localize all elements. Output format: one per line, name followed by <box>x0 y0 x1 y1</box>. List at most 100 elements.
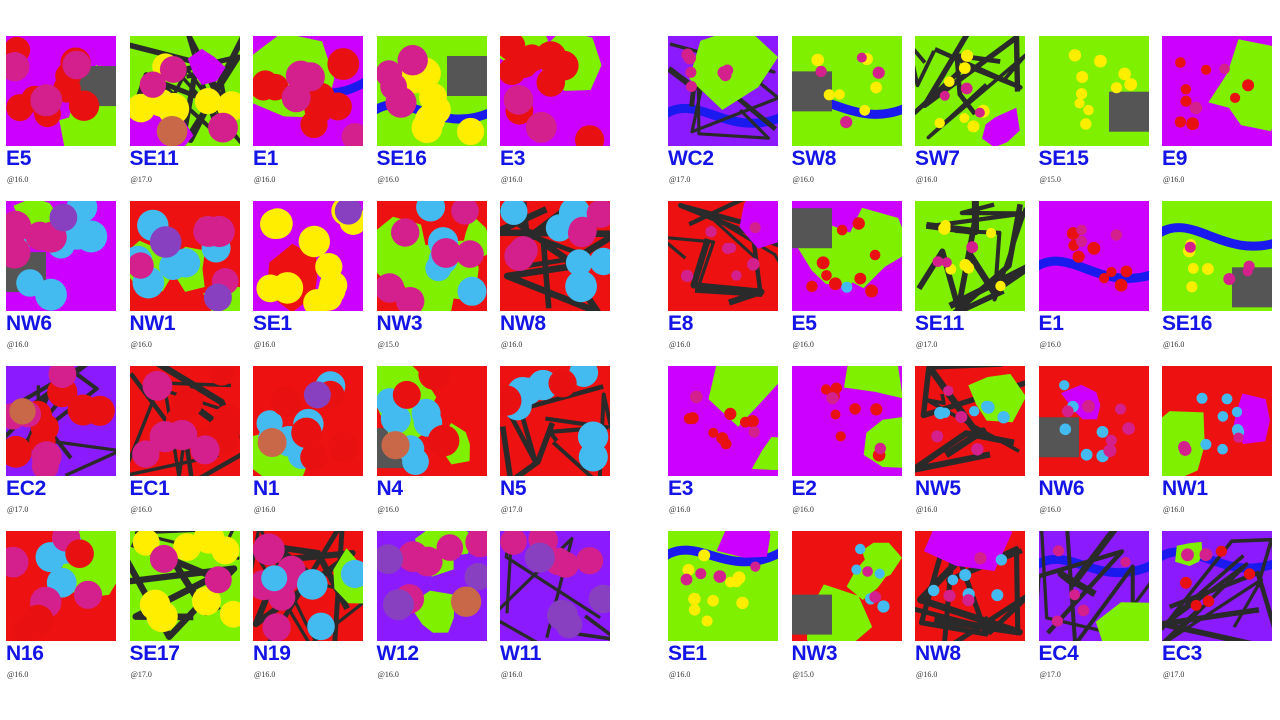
map-thumbnail[interactable] <box>6 366 116 476</box>
map-tile[interactable]: SE11 @17.0 <box>129 36 240 201</box>
map-tile[interactable]: N4 @16.0 <box>376 366 487 531</box>
postcode-label: E1 <box>253 147 279 170</box>
map-tile[interactable]: E1 @16.0 <box>1038 201 1149 366</box>
map-tile[interactable]: SE17 @17.0 <box>129 531 240 696</box>
map-thumbnail[interactable] <box>253 201 363 311</box>
map-thumbnail[interactable] <box>668 531 778 641</box>
map-thumbnail[interactable] <box>1038 366 1149 476</box>
map-thumbnail[interactable] <box>376 201 487 311</box>
venue-marker <box>685 66 697 78</box>
map-thumbnail[interactable] <box>1162 201 1272 311</box>
map-thumbnail[interactable] <box>500 366 610 476</box>
map-thumbnail[interactable] <box>1162 366 1272 476</box>
map-thumbnail[interactable] <box>1038 531 1149 641</box>
map-tile[interactable]: N16 @16.0 <box>6 531 116 696</box>
map-thumbnail[interactable] <box>1162 531 1272 641</box>
map-tile[interactable]: E5 @16.0 <box>6 36 116 201</box>
map-tile[interactable]: NW1 @16.0 <box>129 201 240 366</box>
map-thumbnail[interactable] <box>791 366 902 476</box>
venue-marker <box>858 104 870 116</box>
map-tile[interactable]: E3 @16.0 <box>668 366 778 531</box>
map-tile[interactable]: EC2 @17.0 <box>6 366 116 531</box>
map-thumbnail[interactable] <box>915 201 1025 311</box>
venue-marker <box>457 276 486 306</box>
map-tile[interactable]: NW3 @15.0 <box>791 531 902 696</box>
venue-marker <box>170 248 200 278</box>
postcode-label: N4 <box>376 477 404 500</box>
map-thumbnail[interactable] <box>6 36 116 146</box>
map-builtup-area <box>791 208 832 249</box>
map-thumbnail[interactable] <box>129 366 240 476</box>
map-thumbnail[interactable] <box>129 36 240 146</box>
map-tile[interactable]: EC3 @17.0 <box>1162 531 1272 696</box>
map-thumbnail[interactable] <box>376 36 487 146</box>
map-thumbnail[interactable] <box>668 366 778 476</box>
map-thumbnail[interactable] <box>500 531 610 641</box>
map-tile[interactable]: E8 @16.0 <box>668 201 778 366</box>
map-tile[interactable]: E1 @16.0 <box>253 36 363 201</box>
map-tile[interactable]: SE1 @16.0 <box>668 531 778 696</box>
map-tile[interactable]: NW3 @15.0 <box>376 201 487 366</box>
map-thumbnail[interactable] <box>376 366 487 476</box>
map-thumbnail[interactable] <box>129 201 240 311</box>
map-tile[interactable]: SW8 @16.0 <box>791 36 902 201</box>
map-tile[interactable]: W11 @16.0 <box>500 531 610 696</box>
map-tile[interactable]: NW5 @16.0 <box>915 366 1025 531</box>
map-tile[interactable]: SE16 @16.0 <box>1162 201 1272 366</box>
map-tile[interactable]: NW8 @16.0 <box>915 531 1025 696</box>
map-tile[interactable]: SE11 @17.0 <box>915 201 1025 366</box>
map-thumbnail[interactable] <box>915 366 1025 476</box>
map-thumbnail[interactable] <box>6 201 116 311</box>
map-tile[interactable]: N19 @16.0 <box>253 531 363 696</box>
venue-marker <box>959 113 970 123</box>
venue-marker <box>548 50 579 81</box>
map-tile[interactable]: E5 @16.0 <box>791 201 902 366</box>
map-thumbnail[interactable] <box>791 201 902 311</box>
map-river <box>1038 256 1149 283</box>
map-thumbnail[interactable] <box>253 531 363 641</box>
map-tile[interactable]: E3 @16.0 <box>500 36 610 201</box>
venue-marker <box>298 225 330 258</box>
map-tile[interactable]: NW1 @16.0 <box>1162 366 1272 531</box>
map-thumbnail[interactable] <box>6 531 116 641</box>
map-tile[interactable]: SE15 @15.0 <box>1038 36 1149 201</box>
map-thumbnail[interactable] <box>129 531 240 641</box>
map-tile[interactable]: W12 @16.0 <box>376 531 487 696</box>
map-thumbnail[interactable] <box>791 531 902 641</box>
map-thumbnail[interactable] <box>915 36 1025 146</box>
venue-marker <box>947 574 959 586</box>
map-thumbnail[interactable] <box>1038 201 1149 311</box>
map-tile[interactable]: NW6 @16.0 <box>1038 366 1149 531</box>
map-thumbnail[interactable] <box>500 201 610 311</box>
map-tile[interactable]: E2 @16.0 <box>791 366 902 531</box>
map-thumbnail[interactable] <box>668 201 778 311</box>
map-thumbnail[interactable] <box>376 531 487 641</box>
map-thumbnail[interactable] <box>915 531 1025 641</box>
map-thumbnail[interactable] <box>500 36 610 146</box>
map-tile[interactable]: SW7 @16.0 <box>915 36 1025 201</box>
map-tile[interactable]: NW6 @16.0 <box>6 201 116 366</box>
map-tile[interactable]: NW8 @16.0 <box>500 201 610 366</box>
map-road <box>706 212 778 264</box>
venue-marker <box>514 377 542 405</box>
map-tile[interactable]: SE1 @16.0 <box>253 201 363 366</box>
map-thumbnail[interactable] <box>1038 36 1149 146</box>
map-tile[interactable]: WC2 @17.0 <box>668 36 778 201</box>
map-tile[interactable]: N5 @17.0 <box>500 366 610 531</box>
map-thumbnail[interactable] <box>791 36 902 146</box>
map-thumbnail[interactable] <box>1162 36 1272 146</box>
map-thumbnail[interactable] <box>253 36 363 146</box>
venue-marker <box>380 431 410 460</box>
map-tile[interactable]: N1 @16.0 <box>253 366 363 531</box>
venue-marker <box>746 415 759 428</box>
venue-marker <box>685 81 697 92</box>
map-tile[interactable]: E9 @16.0 <box>1162 36 1272 201</box>
map-thumbnail[interactable] <box>668 36 778 146</box>
map-thumbnail[interactable] <box>253 366 363 476</box>
map-tile[interactable]: SE16 @16.0 <box>376 36 487 201</box>
map-land-patch <box>982 107 1020 146</box>
map-land-patch <box>689 36 778 110</box>
map-tile[interactable]: EC4 @17.0 <box>1038 531 1149 696</box>
venue-marker <box>1175 57 1186 68</box>
map-tile[interactable]: EC1 @16.0 <box>129 366 240 531</box>
